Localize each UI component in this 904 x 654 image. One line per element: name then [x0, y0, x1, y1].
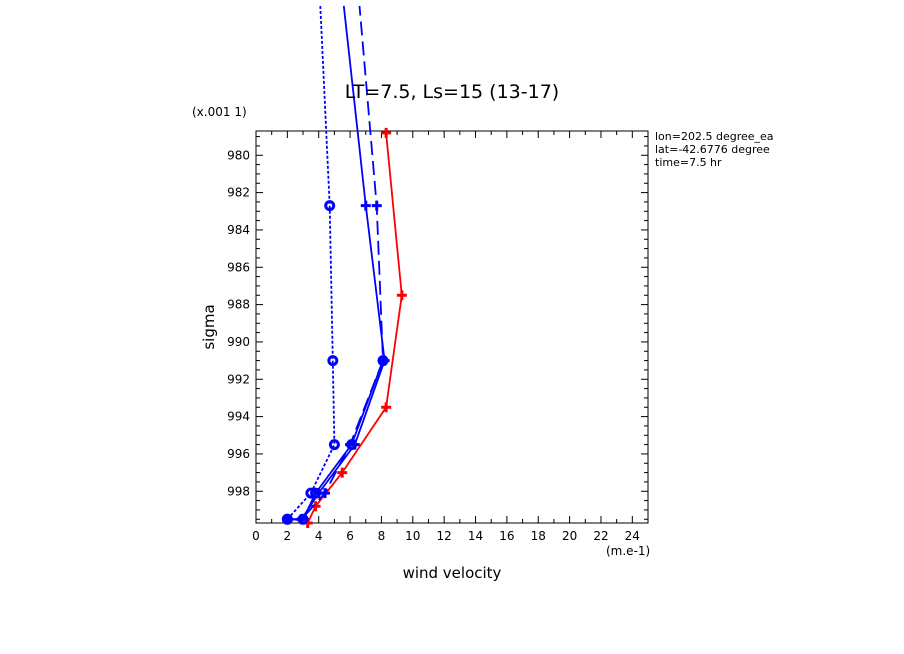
- y-tick-label: 986: [227, 260, 250, 274]
- circle-marker: [297, 513, 309, 525]
- x-scale-label: (m.e-1): [606, 544, 650, 558]
- plus-marker: [337, 467, 348, 478]
- y-tick-label: 988: [227, 298, 250, 312]
- x-tick-label: 8: [378, 529, 386, 543]
- circle-marker: [346, 439, 358, 451]
- y-tick-labels: 980 982 984 986 988 990 992 994 996 998: [227, 148, 250, 498]
- y-tick-label: 998: [227, 484, 250, 498]
- circle-marker: [327, 355, 339, 367]
- x-tick-label: 16: [499, 529, 514, 543]
- x-tick-label: 20: [562, 529, 577, 543]
- x-tick-label: 0: [252, 529, 260, 543]
- x-tick-labels: 0 2 4 6 8 10 12 14 16 18 20 22 24: [252, 529, 640, 543]
- circle-marker: [324, 200, 336, 212]
- series-line: [306, 132, 403, 524]
- x-tick-label: 4: [315, 529, 323, 543]
- chart-title: LT=7.5, Ls=15 (13-17): [345, 81, 559, 103]
- y-scale-label: (x.001 1): [192, 105, 247, 119]
- circle-marker: [328, 439, 340, 451]
- series-5: [281, 5, 340, 525]
- circle-marker: [281, 513, 293, 525]
- circle-marker: [305, 487, 317, 499]
- plus-marker: [360, 200, 371, 211]
- x-tick-label: 22: [593, 529, 608, 543]
- plus-marker: [396, 290, 407, 301]
- y-tick-label: 996: [227, 447, 250, 461]
- x-tick-label: 10: [405, 529, 420, 543]
- plus-marker: [381, 127, 392, 138]
- x-tick-label: 14: [468, 529, 483, 543]
- x-tick-label: 2: [284, 529, 292, 543]
- x-axis-label: wind velocity: [403, 564, 502, 582]
- y-tick-label: 992: [227, 372, 250, 386]
- series-1: [302, 127, 407, 528]
- circle-marker: [377, 355, 389, 367]
- series-layer: [281, 5, 407, 528]
- y-tick-label: 984: [227, 223, 250, 237]
- axis-ticks: [255, 131, 648, 523]
- y-tick-label: 980: [227, 148, 250, 162]
- plus-marker: [371, 200, 382, 211]
- x-tick-label: 24: [625, 529, 640, 543]
- plus-marker: [319, 488, 330, 499]
- annotation-lat: lat=-42.6776 degree: [655, 143, 770, 156]
- y-tick-label: 994: [227, 410, 250, 424]
- x-tick-label: 6: [346, 529, 354, 543]
- series-line: [286, 5, 336, 520]
- annotation-lon: lon=202.5 degree_ea: [655, 130, 774, 143]
- y-axis-label: sigma: [200, 304, 218, 349]
- annotation-time: time=7.5 hr: [655, 156, 722, 169]
- plot-frame: [255, 130, 649, 524]
- y-tick-label: 982: [227, 186, 250, 200]
- y-tick-label: 990: [227, 335, 250, 349]
- x-tick-label: 12: [437, 529, 452, 543]
- plus-marker: [381, 402, 392, 413]
- x-tick-label: 18: [531, 529, 546, 543]
